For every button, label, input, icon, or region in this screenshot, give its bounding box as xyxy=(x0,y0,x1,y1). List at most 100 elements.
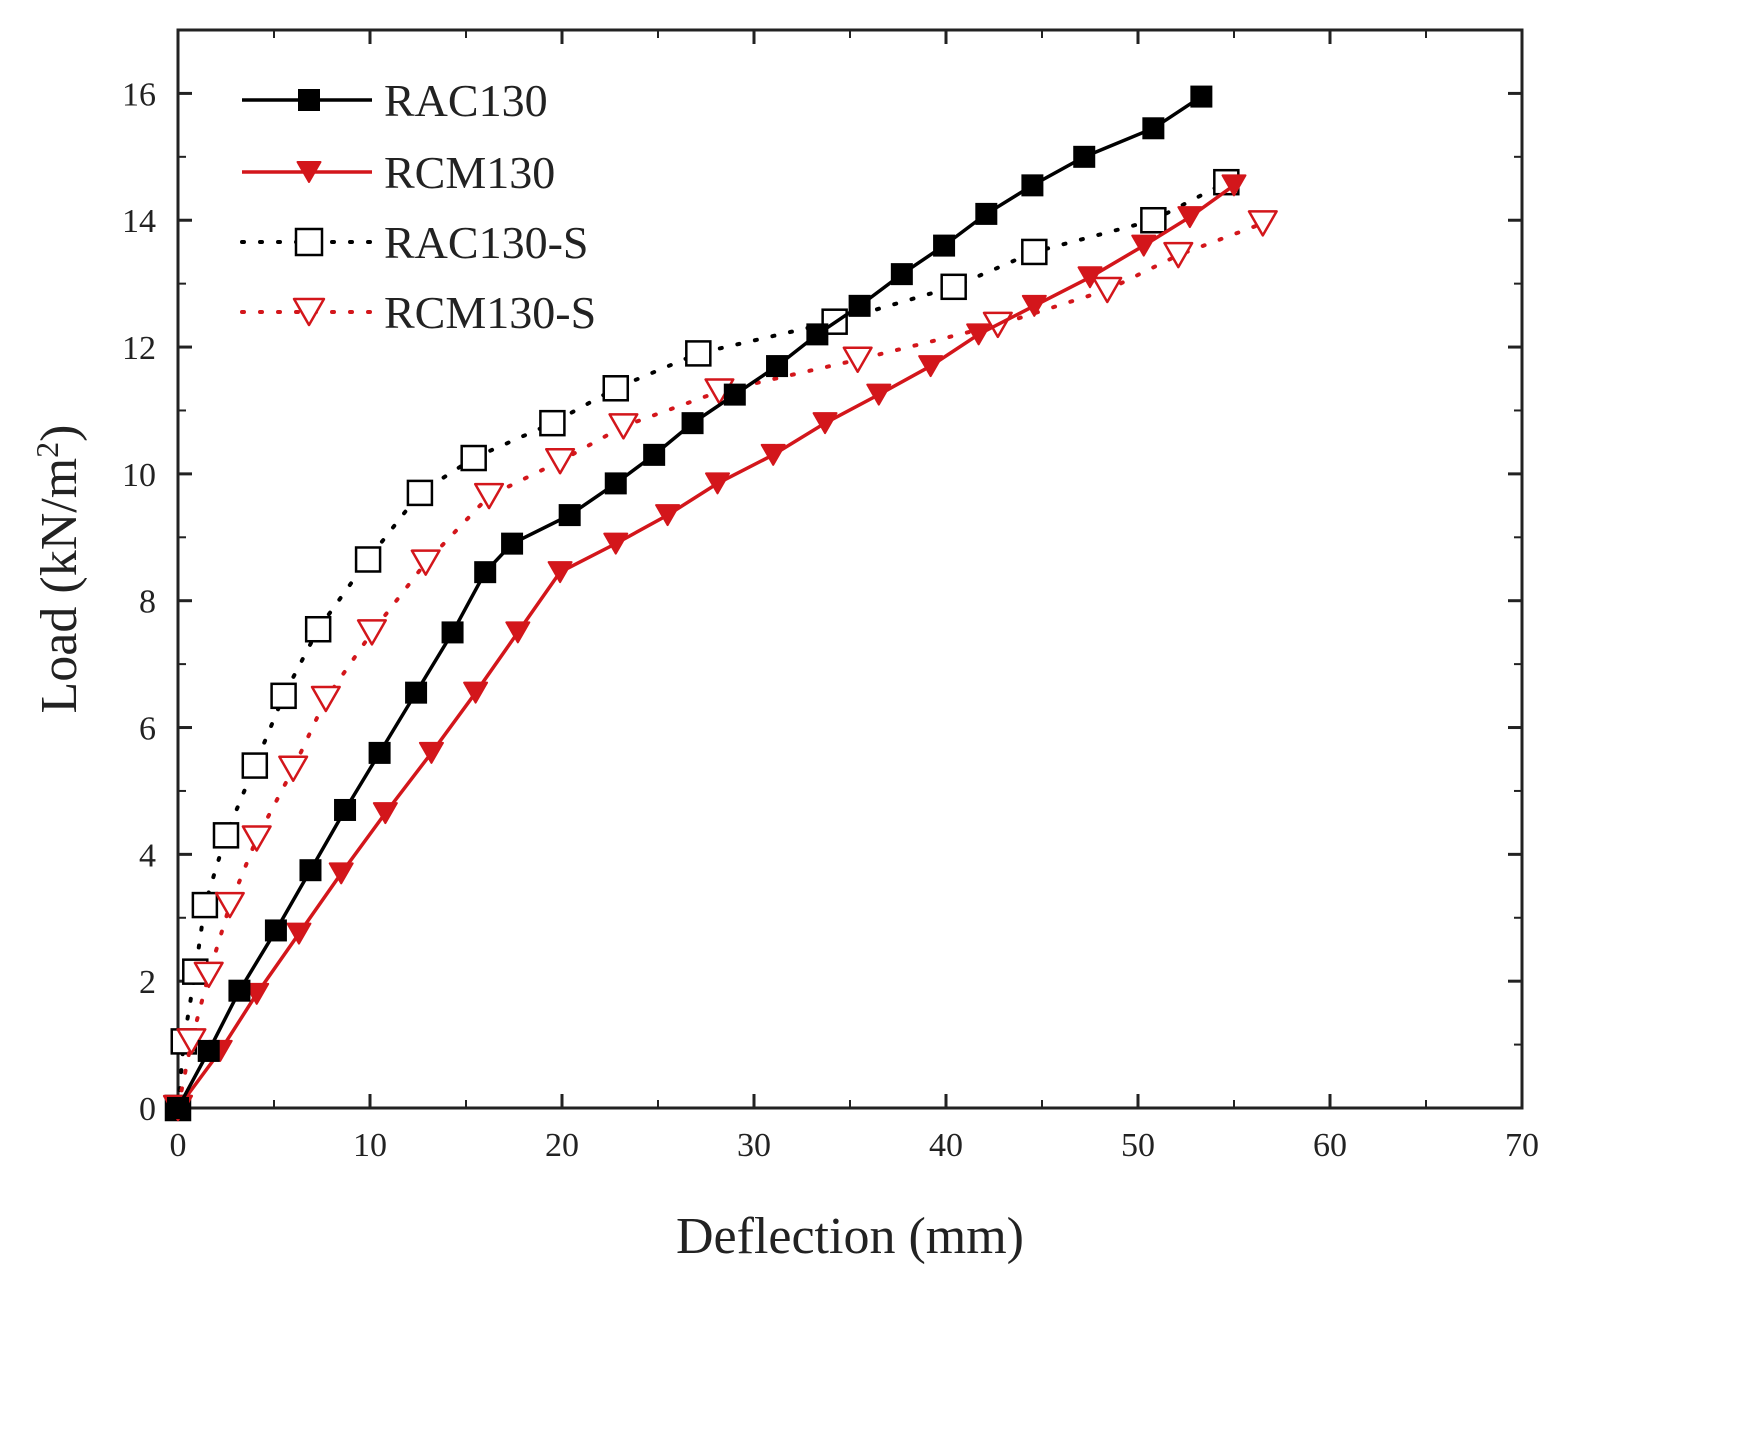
data-point xyxy=(547,561,573,584)
data-point xyxy=(1140,206,1167,234)
data-point xyxy=(1142,117,1165,140)
data-point xyxy=(264,919,287,942)
series-line xyxy=(176,180,1229,1110)
y-tick-label: 4 xyxy=(139,837,156,874)
data-point xyxy=(328,862,354,885)
data-point xyxy=(193,961,224,989)
data-point xyxy=(505,621,531,644)
data-point xyxy=(685,340,712,367)
data-point xyxy=(299,859,322,882)
data-point xyxy=(918,355,944,378)
y-tick-label: 10 xyxy=(122,457,156,494)
data-point xyxy=(1021,174,1044,197)
data-point xyxy=(1177,206,1203,229)
data-point xyxy=(608,413,639,440)
series-rac130 xyxy=(167,85,1213,1119)
data-point xyxy=(460,444,487,472)
data-point xyxy=(1163,241,1194,269)
y-tick-label: 14 xyxy=(122,203,156,240)
data-point xyxy=(940,273,967,301)
x-tick-label: 10 xyxy=(353,1127,387,1164)
data-point xyxy=(866,383,892,406)
data-point xyxy=(545,447,576,475)
x-axis-title: Deflection (mm) xyxy=(676,1208,1024,1265)
data-point xyxy=(1021,294,1047,317)
data-point xyxy=(228,979,251,1002)
data-point xyxy=(474,561,497,584)
data-point xyxy=(372,802,398,825)
data-point xyxy=(354,546,382,573)
data-point xyxy=(1092,276,1123,304)
legend-marker xyxy=(294,227,324,257)
series-line xyxy=(176,183,1236,1110)
data-point xyxy=(848,294,871,317)
data-point xyxy=(723,383,746,406)
data-point xyxy=(812,412,838,435)
data-point xyxy=(1131,234,1157,257)
data-point xyxy=(539,409,566,437)
data-point xyxy=(760,443,786,466)
y-tick-label: 8 xyxy=(139,584,156,621)
data-point xyxy=(191,891,219,919)
data-point xyxy=(558,504,581,527)
legend-item-rac130-s: RAC130-S xyxy=(240,217,588,268)
x-tick-label: 0 xyxy=(170,1127,187,1164)
data-point xyxy=(890,263,913,286)
data-point xyxy=(806,323,829,346)
legend-label: RAC130 xyxy=(384,75,548,126)
data-point xyxy=(286,922,312,945)
data-point xyxy=(278,755,309,782)
legend-label: RCM130 xyxy=(384,147,555,198)
data-point xyxy=(368,741,391,764)
data-point xyxy=(410,549,441,576)
data-point xyxy=(1247,210,1278,237)
y-axis-title-main: Load (kN/m xyxy=(31,458,88,714)
data-point xyxy=(304,615,332,643)
x-tick-label: 50 xyxy=(1121,1127,1155,1164)
y-axis-title-close: ) xyxy=(31,425,88,442)
legend-label: RCM130-S xyxy=(384,287,596,338)
y-axis-title: Load (kN/m2) xyxy=(29,425,88,714)
data-point xyxy=(463,681,489,704)
y-axis-title-sup: 2 xyxy=(29,442,65,458)
series-rcm130-s xyxy=(162,210,1278,1122)
y-tick-label: 2 xyxy=(139,964,156,1001)
legend-item-rcm130-s: RCM130-S xyxy=(240,287,596,338)
y-tick-label: 12 xyxy=(122,330,156,367)
data-point xyxy=(356,619,387,646)
data-point xyxy=(197,1039,220,1062)
x-tick-label: 40 xyxy=(929,1127,963,1164)
data-point xyxy=(655,504,681,527)
x-tick-label: 60 xyxy=(1313,1127,1347,1164)
data-point xyxy=(1021,238,1048,266)
data-point xyxy=(1190,85,1213,108)
series-rcm130 xyxy=(165,174,1247,1119)
y-tick-label: 6 xyxy=(139,711,156,748)
data-point xyxy=(1221,174,1247,197)
data-point xyxy=(975,202,998,225)
series-layer xyxy=(162,85,1278,1122)
data-point xyxy=(966,323,992,346)
legend-item-rcm130: RCM130 xyxy=(242,147,555,198)
data-point xyxy=(766,355,789,378)
data-point xyxy=(681,412,704,435)
data-point xyxy=(602,375,630,402)
data-point xyxy=(167,1097,189,1119)
legend-marker xyxy=(296,161,322,183)
data-point xyxy=(603,532,629,555)
data-point xyxy=(310,685,341,713)
data-point xyxy=(241,825,272,852)
data-point xyxy=(441,621,464,644)
y-tick-label: 16 xyxy=(122,76,156,113)
x-tick-label: 70 xyxy=(1505,1127,1539,1164)
legend-marker xyxy=(292,297,326,327)
data-point xyxy=(334,798,357,821)
data-point xyxy=(643,443,666,466)
axes: 0 10 20 30 40 50 60 70 0 2 4 6 8 10 12 14 16 xyxy=(122,28,1539,1164)
legend-marker xyxy=(298,89,320,111)
y-tick-label: 0 xyxy=(139,1091,156,1128)
x-tick-label: 20 xyxy=(545,1127,579,1164)
data-point xyxy=(705,472,731,495)
data-point xyxy=(405,681,428,704)
data-point xyxy=(406,479,434,507)
